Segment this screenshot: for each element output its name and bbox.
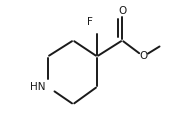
Text: O: O (118, 6, 126, 16)
Text: F: F (87, 17, 93, 27)
Text: HN: HN (30, 82, 45, 92)
Text: O: O (139, 51, 148, 61)
